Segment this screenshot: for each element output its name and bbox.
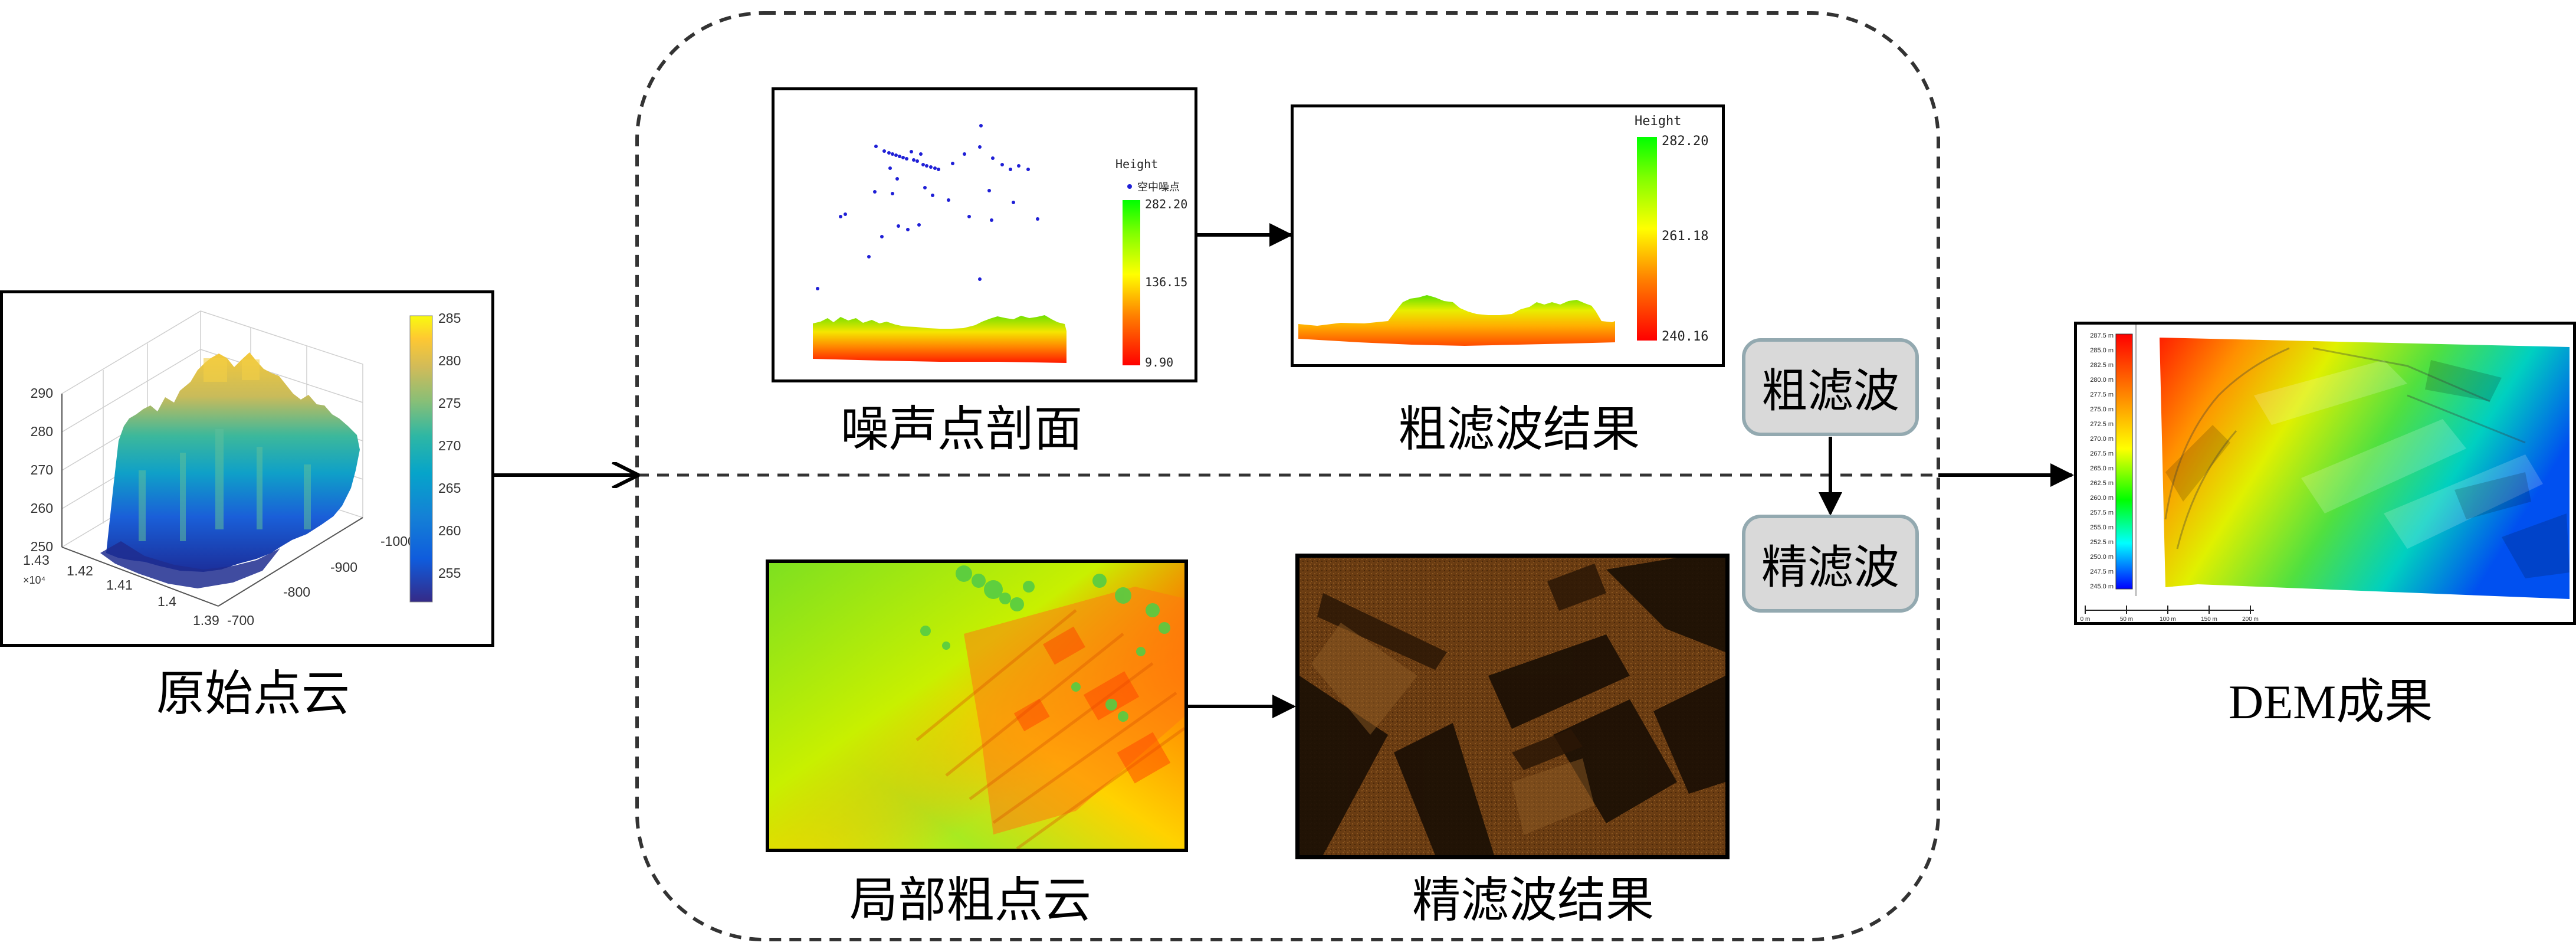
label-local-coarse-cloud: 局部粗点云: [849, 873, 1092, 927]
legend-title: Height: [1115, 157, 1158, 171]
scale-tick: 50 m: [2120, 616, 2133, 622]
z-tick: 270: [31, 462, 53, 477]
noise-points: [816, 124, 1039, 290]
colorbar-max: 282.20: [1145, 197, 1187, 211]
coarse-filter-node: 粗滤波: [1742, 338, 1919, 436]
y-tick: -700: [227, 613, 254, 628]
raw-point-cloud-plot: 290 280 270 260 250 1.43 ×10⁴ 1.42 1.41 …: [0, 290, 494, 647]
dem-legend-bar: [2115, 333, 2133, 590]
legend-tick: 250.0 m: [2090, 554, 2114, 561]
colorbar-mid: 261.18: [1662, 229, 1708, 244]
legend-tick: 260.0 m: [2090, 495, 2114, 502]
legend-tick: 257.5 m: [2090, 509, 2114, 516]
label-noise-profile: 噪声点剖面: [841, 402, 1083, 456]
label-fine-result: 精滤波结果: [1412, 873, 1655, 927]
scale-tick: 150 m: [2201, 616, 2217, 622]
colorbar: [409, 315, 433, 603]
legend-tick: 262.5 m: [2090, 480, 2114, 487]
colorbar-min: 240.16: [1662, 329, 1708, 344]
x-tick: 1.41: [106, 577, 133, 593]
legend-tick: 255.0 m: [2090, 524, 2114, 531]
noise-profile-plot: Height 空中噪点 282.20 136.15 9.90: [772, 87, 1197, 382]
legend-tick: 280.0 m: [2090, 377, 2114, 384]
colorbar-tick: 265: [438, 480, 461, 496]
x-tick: 1.43: [23, 552, 50, 568]
y-tick: -900: [330, 559, 357, 575]
filtered-ground-profile: [1298, 295, 1615, 346]
fine-filter-node: 精滤波: [1742, 515, 1919, 613]
colorbar-tick: 260: [438, 523, 461, 538]
legend-tick: 277.5 m: [2090, 391, 2114, 398]
z-tick: 250: [31, 539, 53, 554]
legend-tick: 245.0 m: [2090, 583, 2114, 590]
ground-profile: [813, 315, 1067, 363]
legend-tick: 265.0 m: [2090, 465, 2114, 472]
z-tick: 280: [31, 424, 53, 439]
legend-tick: 252.5 m: [2090, 539, 2114, 546]
fine-result-image: [1295, 554, 1730, 859]
dem-result-map: 287.5 m 285.0 m 282.5 m 280.0 m 277.5 m …: [2074, 322, 2576, 625]
coarse-result-plot: Height 282.20 261.18 240.16: [1291, 104, 1725, 367]
legend-tick: 275.0 m: [2090, 406, 2114, 413]
legend-title: Height: [1635, 114, 1681, 129]
z-tick: 260: [31, 500, 53, 516]
colorbar-tick: 285: [438, 310, 461, 326]
colorbar-tick: 275: [438, 395, 461, 411]
label-coarse-result: 粗滤波结果: [1398, 402, 1640, 456]
label-dem-result: DEM成果: [2229, 675, 2433, 729]
legend-tick: 270.0 m: [2090, 436, 2114, 443]
legend-tick: 247.5 m: [2090, 568, 2114, 575]
colorbar-mid: 136.15: [1145, 275, 1187, 289]
legend-tick: 282.5 m: [2090, 362, 2114, 369]
scale-tick: 0 m: [2081, 616, 2091, 622]
scale-tick: 200 m: [2242, 616, 2259, 622]
colorbar-tick: 255: [438, 565, 461, 581]
colorbar: [1637, 137, 1657, 341]
label-raw-cloud: 原始点云: [156, 667, 350, 721]
legend-entry: 空中噪点: [1137, 181, 1180, 193]
x-tick: 1.4: [157, 594, 176, 609]
legend-noise-marker: [1127, 184, 1132, 189]
colorbar-tick: 270: [438, 438, 461, 453]
dem-terrain: [2160, 338, 2570, 599]
x-tick: 1.39: [193, 613, 219, 628]
colorbar-max: 282.20: [1662, 134, 1708, 149]
terrain-surface: [106, 352, 360, 572]
z-tick: 290: [31, 385, 53, 401]
local-coarse-cloud-image: [766, 559, 1188, 852]
y-tick: -1000: [380, 534, 415, 549]
y-tick: -800: [283, 584, 310, 600]
x-tick: 1.42: [67, 563, 93, 578]
legend-tick: 267.5 m: [2090, 450, 2114, 457]
x-multiplier: ×10⁴: [23, 574, 45, 586]
colorbar: [1123, 200, 1140, 365]
scale-tick: 100 m: [2160, 616, 2176, 622]
colorbar-min: 9.90: [1145, 355, 1173, 369]
colorbar-tick: 280: [438, 353, 461, 368]
legend-tick: 285.0 m: [2090, 347, 2114, 354]
legend-tick: 287.5 m: [2090, 332, 2114, 339]
legend-tick: 272.5 m: [2090, 421, 2114, 428]
